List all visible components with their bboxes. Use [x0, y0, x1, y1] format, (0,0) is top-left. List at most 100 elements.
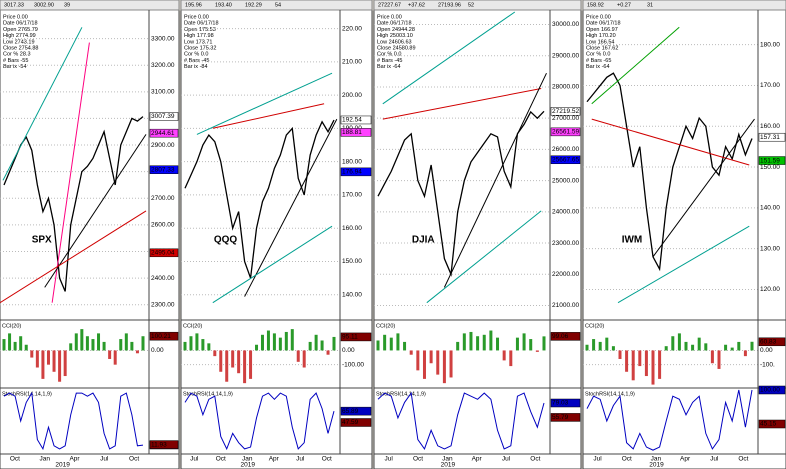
price-tag-label: 60.83: [760, 339, 777, 346]
cci-bar: [141, 336, 145, 351]
cci-bar: [416, 350, 420, 371]
cci-bar: [124, 333, 128, 351]
cci-bar: [278, 337, 282, 351]
price-tag-label: 65.89: [342, 408, 359, 415]
info-line: Cor % 0.0: [377, 52, 401, 58]
price-tag: [758, 385, 786, 395]
trend-line: [591, 118, 750, 166]
x-tick-label: Jul: [593, 456, 602, 463]
trend-line: [426, 210, 542, 304]
symbol-label: SPX: [32, 235, 52, 246]
cci-bar: [260, 334, 264, 351]
cci-bar: [266, 330, 270, 351]
info-line: Cor % 0.0: [184, 52, 208, 58]
x-tick-label: Jul: [100, 456, 109, 463]
x-tick-label: Jul: [502, 456, 511, 463]
trend-line: [244, 118, 338, 297]
toolbar-value: 52: [468, 2, 474, 8]
y-tick-label: 23000.00: [552, 240, 579, 247]
y-tick-label: 160.00: [760, 123, 780, 130]
x-tick-label: Jul: [190, 456, 199, 463]
cci-bar: [684, 341, 688, 351]
cci-bar: [225, 350, 229, 382]
year-label: 2019: [649, 462, 664, 469]
cci-bar: [691, 344, 695, 351]
price-tag-label: 3007.39: [151, 113, 175, 120]
cci-bar: [456, 341, 460, 351]
price-tag-label: 176.94: [342, 169, 362, 176]
price-tag: [149, 331, 179, 341]
price-tag: [758, 337, 786, 347]
info-line: Price 0.00: [184, 14, 209, 20]
price-tag: [758, 132, 786, 142]
toolbar-value: +0.27: [617, 2, 631, 8]
price-tag-label: 151.59: [760, 157, 780, 164]
x-tick-label: Oct: [413, 456, 423, 463]
toolbar-value: 3002.90: [34, 2, 54, 8]
cci-bar: [80, 329, 84, 351]
info-line: Open 175.53: [184, 27, 216, 33]
x-tick-label: Oct: [738, 456, 748, 463]
cci-bar: [24, 344, 28, 351]
price-line: [377, 110, 545, 277]
cci-bar: [119, 339, 123, 351]
info-line: Close 24580.89: [377, 45, 416, 51]
y-tick-label: 180.00: [760, 41, 780, 48]
year-label: 2019: [55, 462, 70, 469]
cci-bar: [750, 341, 754, 351]
cci-bar: [189, 336, 193, 351]
cci-bar: [290, 329, 294, 351]
y-tick-label: 160.00: [342, 225, 362, 232]
cci-bar: [449, 350, 453, 378]
cci-bar: [476, 336, 480, 351]
panel-bg: [582, 0, 786, 469]
y-tick-label: 150.00: [342, 258, 362, 265]
y-tick-label: 26000.00: [552, 146, 579, 153]
info-line: Close 167.62: [586, 45, 618, 51]
indicator-label: StochRSI(14,14,1,9): [183, 391, 233, 397]
x-tick-label: Apr: [69, 456, 80, 463]
price-tag: [550, 332, 581, 341]
cci-bar: [542, 336, 546, 351]
trend-line: [617, 225, 750, 304]
year-label: 2019: [441, 462, 456, 469]
cci-bar: [52, 350, 56, 372]
toolbar-value: 54: [275, 2, 281, 8]
price-line: [184, 119, 335, 279]
x-tick-label: Jul: [385, 456, 394, 463]
x-tick-label: Oct: [530, 456, 540, 463]
price-tag-label: 79.03: [552, 400, 569, 407]
cci-bar: [717, 350, 721, 369]
cci-bar: [502, 350, 506, 361]
info-line: Low 166.54: [586, 39, 614, 45]
cci-bar: [489, 330, 493, 351]
x-tick-label: Oct: [10, 456, 20, 463]
x-tick-label: Jul: [296, 456, 305, 463]
toolbar: [0, 0, 180, 11]
trend-line: [652, 118, 755, 258]
cci-bar: [462, 333, 466, 351]
cci-bar: [8, 333, 12, 351]
cci-bar: [509, 350, 513, 367]
price-tag: [550, 413, 581, 422]
x-tick-label: Apr: [472, 456, 483, 463]
cci-bar: [302, 350, 306, 368]
cci-bar: [515, 337, 519, 351]
cci-bar: [389, 337, 393, 351]
cci-bar: [618, 350, 622, 359]
price-tag: [340, 406, 372, 416]
y-tick-label: 2700.00: [151, 195, 175, 202]
cci-bar: [737, 341, 741, 351]
price-tag-label: 27219.52: [552, 108, 579, 115]
cci-bar: [85, 336, 89, 351]
x-tick-label: Oct: [322, 456, 332, 463]
info-line: Date 06/17/18: [184, 21, 219, 27]
cci-bar: [243, 350, 247, 384]
cci-bar: [535, 350, 539, 352]
info-line: Close 2754.88: [3, 45, 38, 51]
y-tick-label: 30000.00: [552, 21, 579, 28]
indicator-label: StochRSI(14,14,1,9): [2, 391, 52, 397]
price-tag: [758, 419, 786, 429]
y-tick-label: 150.00: [760, 164, 780, 171]
price-tag-label: 45.15: [760, 421, 777, 428]
